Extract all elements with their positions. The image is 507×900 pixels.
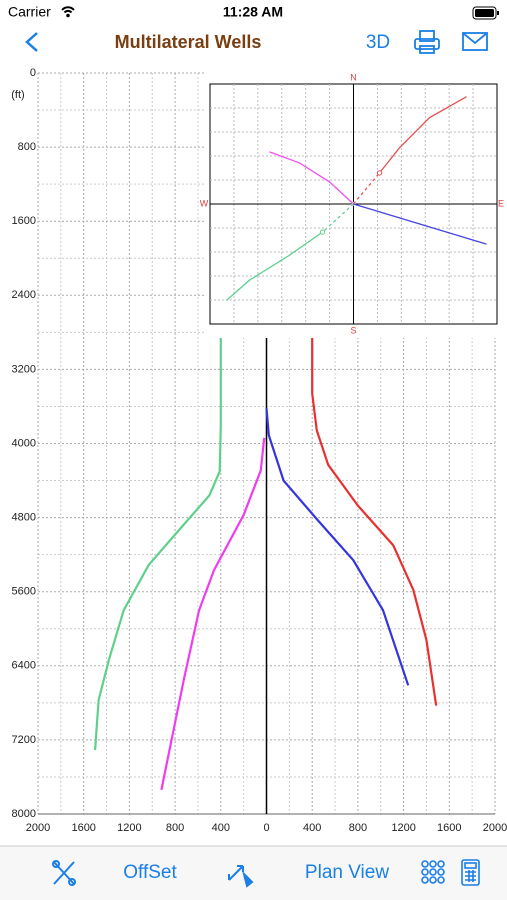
- y-unit-label: (ft): [11, 89, 24, 101]
- y-tick-label: 6400: [12, 660, 36, 672]
- 3d-button[interactable]: 3D: [366, 32, 390, 53]
- move-button[interactable]: [228, 865, 254, 888]
- well-path: [265, 408, 410, 686]
- x-tick-label: 2000: [26, 822, 50, 834]
- x-tick-label: 400: [212, 822, 230, 834]
- tools-button[interactable]: [52, 860, 76, 886]
- calculator-button[interactable]: [461, 859, 480, 886]
- y-tick-label: 8000: [12, 808, 36, 820]
- plan-path: [353, 203, 487, 245]
- north-label: N: [350, 72, 357, 82]
- nav-title: Multilateral Wells: [115, 32, 262, 52]
- x-tick-label: 800: [349, 822, 367, 834]
- back-button[interactable]: [25, 32, 38, 52]
- battery-tip: [497, 11, 499, 15]
- dashed-segment: [353, 172, 381, 205]
- y-tick-label: 800: [18, 141, 36, 153]
- x-tick-label: 1600: [437, 822, 461, 834]
- clock: 11:28 AM: [223, 4, 283, 20]
- x-tick-label: 1200: [117, 822, 141, 834]
- y-tick-label: 5600: [12, 586, 36, 598]
- carrier: Carrier: [8, 4, 51, 20]
- offset-button[interactable]: OffSet: [123, 862, 177, 883]
- grid-button[interactable]: [421, 860, 445, 884]
- mail-button[interactable]: [462, 32, 488, 51]
- plan-view-chart: N S W E: [200, 70, 504, 338]
- kickoff-marker: [376, 170, 383, 176]
- well-path: [160, 437, 266, 791]
- print-button[interactable]: [414, 30, 440, 54]
- battery-level: [475, 9, 494, 17]
- east-label: E: [498, 198, 504, 208]
- south-label: S: [350, 325, 356, 335]
- x-tick-label: 0: [263, 822, 269, 834]
- plan-view-button[interactable]: Plan View: [305, 862, 389, 883]
- west-label: W: [200, 198, 209, 208]
- wifi-icon: [61, 6, 75, 14]
- x-tick-label: 1200: [391, 822, 415, 834]
- wifi-dot: [66, 13, 70, 18]
- x-tick-label: 2000: [483, 822, 507, 834]
- battery: [472, 6, 497, 20]
- y-tick-label: 4800: [12, 512, 36, 524]
- x-tick-label: 800: [166, 822, 184, 834]
- kickoff-marker: [319, 229, 326, 235]
- y-tick-label: 7200: [12, 734, 36, 746]
- y-tick-label: 0: [30, 67, 36, 79]
- y-tick-label: 4000: [12, 437, 36, 449]
- well-path: [94, 73, 222, 751]
- plan-path: [269, 151, 354, 205]
- well-path: [311, 73, 438, 706]
- y-tick-label: 2400: [12, 289, 36, 301]
- y-tick-label: 3200: [12, 363, 36, 375]
- y-tick-label: 1600: [12, 215, 36, 227]
- dashed-segment: [322, 203, 354, 233]
- x-tick-label: 400: [303, 822, 321, 834]
- x-tick-label: 1600: [71, 822, 95, 834]
